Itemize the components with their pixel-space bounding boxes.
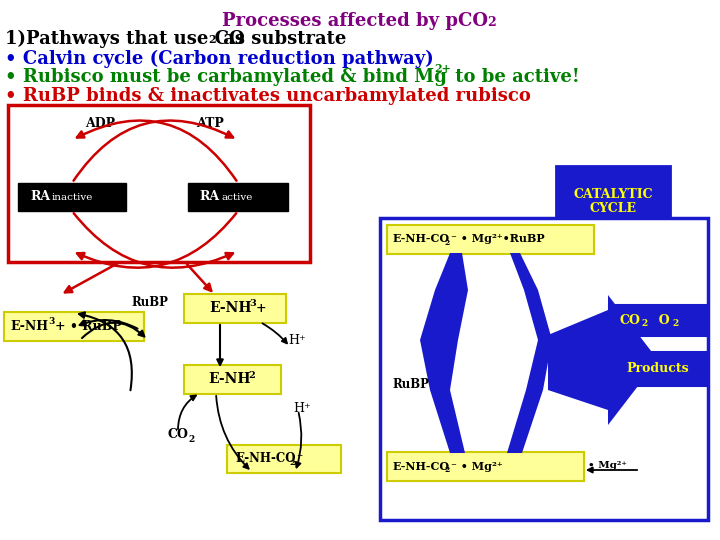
Text: ATP: ATP bbox=[196, 117, 224, 130]
Text: +: + bbox=[256, 301, 266, 314]
Text: H⁺: H⁺ bbox=[293, 402, 310, 415]
Text: CO: CO bbox=[619, 314, 640, 327]
Text: • Mg²⁺: • Mg²⁺ bbox=[588, 462, 627, 470]
FancyBboxPatch shape bbox=[188, 183, 288, 211]
Text: H⁺: H⁺ bbox=[288, 334, 305, 347]
FancyBboxPatch shape bbox=[556, 166, 670, 220]
Polygon shape bbox=[548, 295, 658, 425]
Text: + • RuBP: + • RuBP bbox=[55, 320, 122, 333]
Text: • Rubisco must be carbamylated & bind Mg: • Rubisco must be carbamylated & bind Mg bbox=[5, 68, 447, 86]
FancyBboxPatch shape bbox=[380, 218, 708, 520]
Text: Products: Products bbox=[626, 362, 689, 375]
Text: O: O bbox=[650, 314, 670, 327]
Text: • RuBP binds & inactivates uncarbamylated rubisco: • RuBP binds & inactivates uncarbamylate… bbox=[5, 87, 531, 105]
Text: E-NH: E-NH bbox=[208, 372, 251, 386]
Polygon shape bbox=[507, 253, 552, 453]
Text: RuBP: RuBP bbox=[132, 296, 168, 309]
Text: CO: CO bbox=[167, 429, 188, 442]
FancyBboxPatch shape bbox=[609, 352, 707, 386]
Text: 2: 2 bbox=[444, 239, 449, 247]
Text: 2: 2 bbox=[248, 370, 255, 380]
Text: 1)Pathways that use CO: 1)Pathways that use CO bbox=[5, 30, 245, 48]
Text: ⁻ • Mg²⁺•RuBP: ⁻ • Mg²⁺•RuBP bbox=[451, 233, 544, 245]
Text: as substrate: as substrate bbox=[217, 30, 346, 48]
Text: RA: RA bbox=[199, 191, 219, 204]
Text: CATALYTIC: CATALYTIC bbox=[573, 188, 653, 201]
FancyBboxPatch shape bbox=[609, 305, 707, 336]
Text: active: active bbox=[221, 192, 253, 201]
Text: 2+: 2+ bbox=[434, 63, 451, 74]
Text: 3: 3 bbox=[48, 318, 55, 327]
Text: Processes affected by pCO: Processes affected by pCO bbox=[222, 12, 488, 30]
Text: 2: 2 bbox=[444, 466, 449, 474]
Text: 3: 3 bbox=[249, 300, 256, 308]
FancyBboxPatch shape bbox=[18, 183, 126, 211]
Text: inactive: inactive bbox=[52, 192, 94, 201]
Text: E-NH: E-NH bbox=[10, 320, 48, 333]
Text: E-NH: E-NH bbox=[209, 301, 251, 315]
Text: 2: 2 bbox=[487, 16, 496, 29]
Text: 2: 2 bbox=[188, 435, 194, 443]
FancyBboxPatch shape bbox=[184, 365, 281, 394]
FancyBboxPatch shape bbox=[8, 105, 310, 262]
Text: E-NH-CO: E-NH-CO bbox=[393, 461, 450, 471]
FancyBboxPatch shape bbox=[227, 445, 341, 473]
FancyBboxPatch shape bbox=[184, 294, 286, 323]
Text: CYCLE: CYCLE bbox=[590, 201, 636, 214]
Text: E-NH-CO: E-NH-CO bbox=[393, 233, 450, 245]
Text: 2: 2 bbox=[672, 320, 678, 328]
Text: ⁻ • Mg²⁺: ⁻ • Mg²⁺ bbox=[451, 461, 503, 471]
Text: RuBP: RuBP bbox=[392, 379, 429, 392]
FancyBboxPatch shape bbox=[4, 312, 144, 341]
Text: RA: RA bbox=[30, 191, 50, 204]
Text: E-NH-CO: E-NH-CO bbox=[235, 453, 295, 465]
Text: 2: 2 bbox=[289, 459, 294, 467]
FancyBboxPatch shape bbox=[387, 225, 594, 254]
Text: ⁻: ⁻ bbox=[296, 453, 302, 465]
Text: 2: 2 bbox=[208, 34, 215, 45]
Text: 2: 2 bbox=[641, 320, 647, 328]
FancyBboxPatch shape bbox=[387, 452, 584, 481]
Polygon shape bbox=[420, 253, 468, 453]
Text: • Calvin cycle (Carbon reduction pathway): • Calvin cycle (Carbon reduction pathway… bbox=[5, 50, 433, 68]
Text: ADP: ADP bbox=[85, 117, 115, 130]
Text: to be active!: to be active! bbox=[449, 68, 580, 86]
